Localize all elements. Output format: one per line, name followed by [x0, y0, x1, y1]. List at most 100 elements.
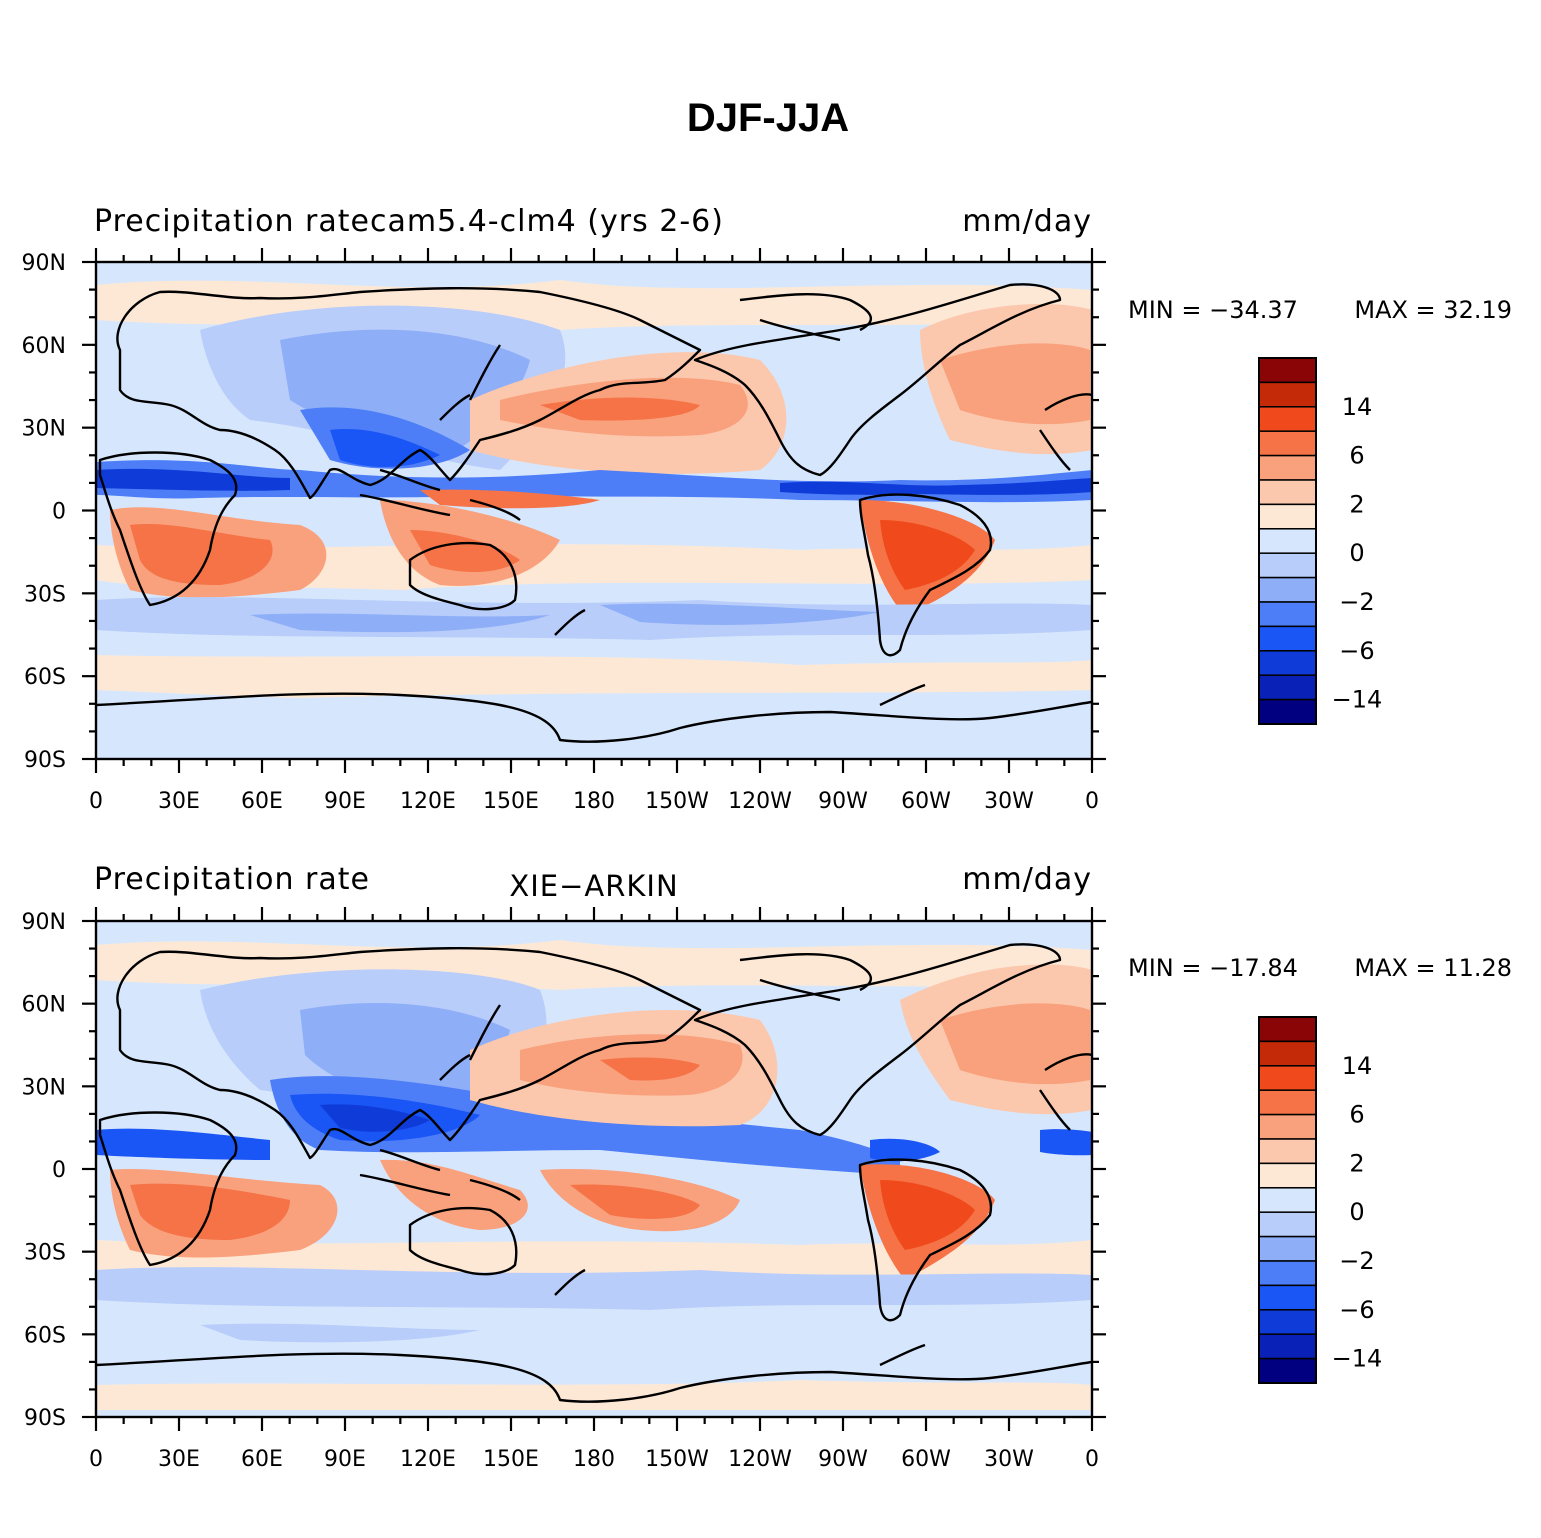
lon-tick-label: 0 [89, 1447, 103, 1472]
colorbar-swatch [1258, 674, 1317, 701]
lon-tick-label: 30E [158, 1447, 200, 1472]
colorbar-label: 6 [1349, 1101, 1364, 1129]
lat-tick-label: 60N [22, 993, 66, 1018]
colorbar-label: 14 [1342, 1052, 1373, 1080]
min-label: MIN = −34.37 [1128, 296, 1298, 324]
colorbar-swatch [1258, 1016, 1317, 1043]
colorbar-label: −14 [1332, 1345, 1383, 1373]
panel-model: Precipitation ratecam5.4-clm4 (yrs 2-6) … [22, 204, 1512, 814]
lon-tick-label: 0 [89, 789, 103, 814]
lat-axis: 90N 60N 30N 0 30S 60S 90S [22, 910, 1106, 1431]
lon-tick-label: 90E [324, 789, 366, 814]
lon-tick-label: 60E [241, 1447, 283, 1472]
lon-tick-label: 90W [818, 789, 868, 814]
colorbar-label: 14 [1342, 393, 1373, 421]
lat-tick-label: 30N [22, 417, 66, 442]
panel-observation: Precipitation rate XIE−ARKIN mm/day [22, 862, 1512, 1472]
colorbar-swatch [1258, 1162, 1317, 1189]
colorbar-label: −14 [1332, 686, 1383, 714]
lon-tick-label: 150E [483, 789, 539, 814]
colorbar-swatch [1258, 625, 1317, 652]
lon-tick-label: 60W [901, 1447, 951, 1472]
coastlines [95, 283, 1093, 743]
max-label: MAX = 32.19 [1354, 296, 1512, 324]
lon-tick-label: 180 [573, 1447, 615, 1472]
lon-tick-label: 30W [984, 1447, 1034, 1472]
colorbar-swatch [1258, 479, 1317, 506]
colorbar-swatch [1258, 650, 1317, 676]
colorbar-label: 2 [1349, 1149, 1364, 1177]
colorbar-swatch [1258, 454, 1317, 481]
colorbar-swatch [1258, 1260, 1317, 1287]
map-area [95, 921, 1093, 1417]
lat-tick-label: 90N [22, 251, 66, 276]
lon-tick-label: 60E [241, 789, 283, 814]
colorbar-swatch [1258, 552, 1317, 579]
colorbar-label: −6 [1339, 637, 1374, 665]
colorbar-swatch [1258, 406, 1317, 432]
lon-tick-label: 30W [984, 789, 1034, 814]
lon-tick-label: 120W [728, 1447, 792, 1472]
colorbar: 14 6 2 0 −2 −6 −14 [1258, 357, 1383, 725]
lon-tick-label: 30E [158, 789, 200, 814]
colorbar-label: 0 [1349, 539, 1364, 567]
colorbar-label: −6 [1339, 1296, 1374, 1324]
lon-tick-label: 150W [645, 1447, 709, 1472]
lon-tick-label: 180 [573, 789, 615, 814]
lat-tick-label: 90S [24, 748, 66, 773]
main-title: DJF-JJA [687, 96, 849, 140]
colorbar-label: −2 [1339, 1247, 1374, 1275]
colorbar-label: −2 [1339, 588, 1374, 616]
lon-tick-label: 150W [645, 789, 709, 814]
max-label: MAX = 11.28 [1354, 954, 1512, 982]
colorbar: 14 6 2 0 −2 −6 −14 [1258, 1016, 1383, 1384]
lat-tick-label: 30S [24, 1241, 66, 1266]
lat-tick-label: 30S [24, 582, 66, 607]
colorbar-swatch [1258, 1333, 1317, 1360]
lat-tick-label: 60N [22, 334, 66, 359]
panel-center-label: XIE−ARKIN [509, 869, 678, 903]
map-area [95, 262, 1093, 759]
lon-tick-label: 120W [728, 789, 792, 814]
lon-tick-label: 0 [1085, 789, 1099, 814]
lon-tick-label: 150E [483, 1447, 539, 1472]
lon-tick-label: 120E [400, 1447, 456, 1472]
lon-tick-label: 90E [324, 1447, 366, 1472]
colorbar-swatch [1258, 503, 1317, 530]
lon-tick-label: 90W [818, 1447, 868, 1472]
colorbar-swatch [1258, 1113, 1317, 1140]
lon-tick-label: 0 [1085, 1447, 1099, 1472]
colorbar-swatch [1258, 1065, 1317, 1091]
lon-axis: 0 30E 60E 90E 120E 150E 180 150W 120W 90W 60W 30W 0 [89, 248, 1099, 814]
panel-left-label: Precipitation ratecam5.4-clm4 (yrs 2-6) [94, 204, 724, 239]
min-label: MIN = −17.84 [1128, 954, 1298, 982]
colorbar-swatch [1258, 1284, 1317, 1311]
panel-left-label: Precipitation rate [94, 862, 370, 897]
lat-axis: 90N 60N 30N 0 30S 60S 90S [22, 251, 1106, 773]
colorbar-swatch [1258, 1040, 1317, 1067]
colorbar-swatch [1258, 698, 1317, 725]
colorbar-swatch [1258, 1089, 1317, 1116]
colorbar-label: 6 [1349, 442, 1364, 470]
colorbar-swatch [1258, 1138, 1317, 1165]
colorbar-frame [1258, 357, 1317, 725]
colorbar-swatch [1258, 1309, 1317, 1335]
colorbar-label: 0 [1349, 1198, 1364, 1226]
lat-tick-label: 30N [22, 1075, 66, 1100]
colorbar-swatch [1258, 357, 1317, 384]
lat-tick-label: 0 [52, 500, 66, 525]
coastlines [95, 943, 1093, 1403]
lat-tick-label: 60S [24, 665, 66, 690]
colorbar-swatch [1258, 601, 1317, 628]
lon-tick-label: 120E [400, 789, 456, 814]
colorbar-swatch [1258, 381, 1317, 408]
panel-right-label: mm/day [962, 204, 1092, 239]
colorbar-swatch [1258, 430, 1317, 457]
colorbar-swatch [1258, 1211, 1317, 1238]
lat-tick-label: 90N [22, 910, 66, 935]
panel-right-label: mm/day [962, 862, 1092, 897]
colorbar-swatch [1258, 1187, 1317, 1213]
colorbar-swatch [1258, 1357, 1317, 1384]
colorbar-swatch [1258, 528, 1317, 554]
colorbar-swatch [1258, 1235, 1317, 1262]
